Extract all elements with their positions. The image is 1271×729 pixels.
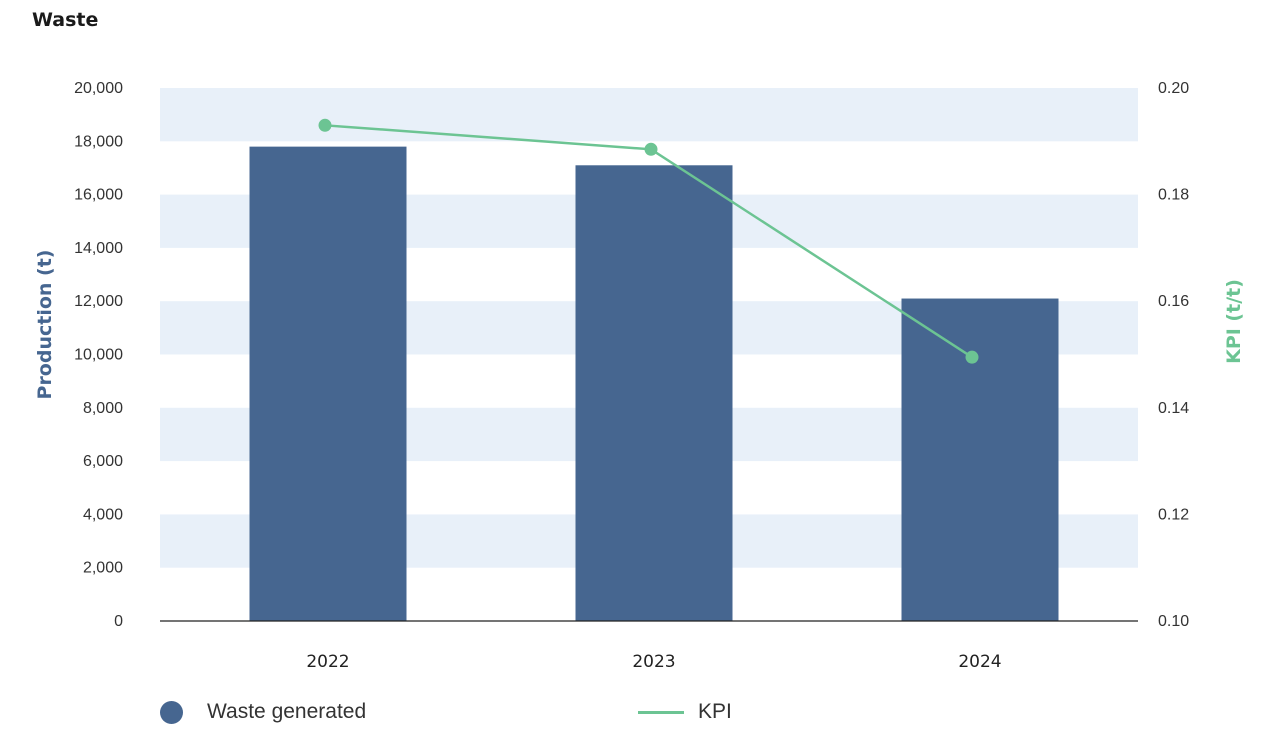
bar-2022 bbox=[250, 147, 407, 621]
y-tick-label: 14,000 bbox=[74, 240, 123, 257]
y-tick-label: 16,000 bbox=[74, 187, 123, 204]
legend-bar-label: Waste generated bbox=[207, 700, 366, 724]
y-tick-label: 0 bbox=[114, 613, 123, 630]
kpi-point-2024 bbox=[966, 351, 979, 364]
y-axis-title: Production (t) bbox=[34, 250, 56, 400]
grid-band bbox=[160, 88, 1138, 141]
y2-tick-label: 0.16 bbox=[1158, 293, 1189, 310]
y2-tick-label: 0.14 bbox=[1158, 400, 1189, 417]
y2-tick-label: 0.12 bbox=[1158, 506, 1189, 523]
y-tick-label: 20,000 bbox=[74, 80, 123, 97]
kpi-point-2022 bbox=[319, 119, 332, 132]
y-tick-label: 18,000 bbox=[74, 133, 123, 150]
bar-2024 bbox=[902, 299, 1059, 621]
y-tick-label: 10,000 bbox=[74, 347, 123, 364]
x-tick-label: 2023 bbox=[632, 652, 675, 672]
bar-2023 bbox=[576, 165, 733, 621]
legend-item-waste-generated: Waste generated bbox=[160, 700, 366, 724]
y-tick-label: 6,000 bbox=[83, 453, 123, 470]
y2-tick-label: 0.18 bbox=[1158, 187, 1189, 204]
x-tick-label: 2024 bbox=[958, 652, 1001, 672]
legend-bar-swatch bbox=[160, 701, 183, 724]
legend-kpi-label: KPI bbox=[698, 700, 732, 724]
y-tick-label: 4,000 bbox=[83, 506, 123, 523]
chart-area: 0 2,000 4,000 6,000 8,000 10,000 12,000 14,000 1… bbox=[0, 0, 1271, 690]
y2-tick-label: 0.10 bbox=[1158, 613, 1189, 630]
y2-axis-title: KPI (t/t) bbox=[1223, 279, 1245, 364]
kpi-point-2023 bbox=[645, 143, 658, 156]
y-tick-label: 8,000 bbox=[83, 400, 123, 417]
legend-kpi-swatch bbox=[638, 711, 684, 714]
x-tick-label: 2022 bbox=[306, 652, 349, 672]
legend-item-kpi: KPI bbox=[638, 700, 732, 724]
y-tick-label: 2,000 bbox=[83, 560, 123, 577]
y2-tick-label: 0.20 bbox=[1158, 80, 1189, 97]
y-tick-label: 12,000 bbox=[74, 293, 123, 310]
